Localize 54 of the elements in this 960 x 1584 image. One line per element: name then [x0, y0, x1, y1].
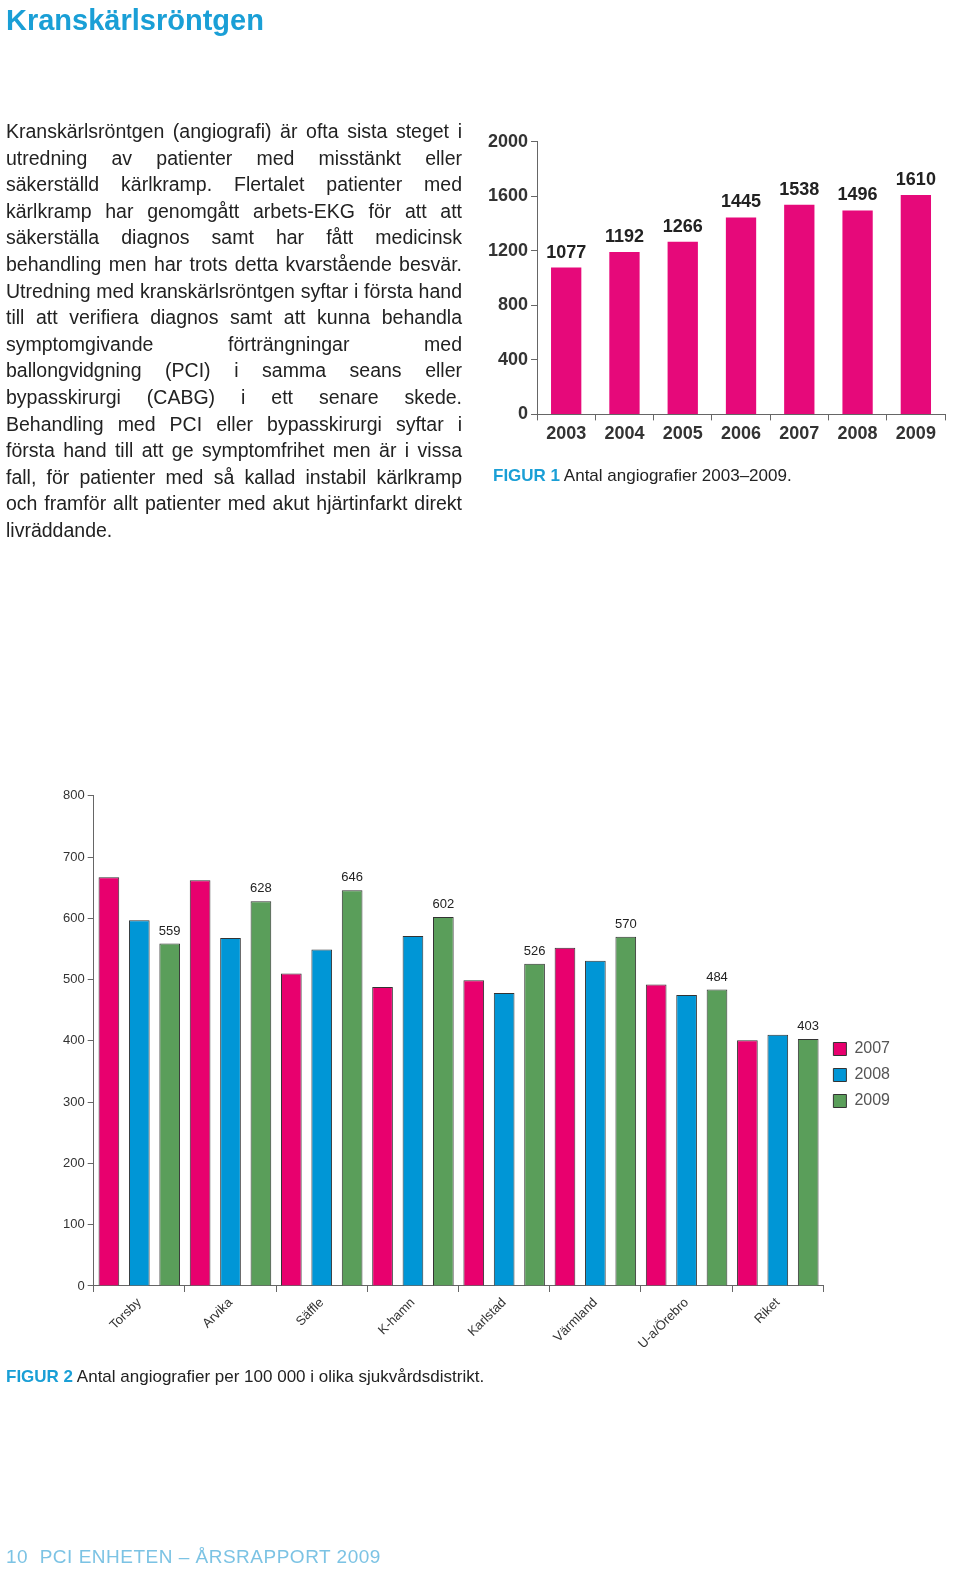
- data-label: 403: [797, 1018, 820, 1034]
- data-label: 1496: [837, 184, 878, 205]
- data-label: 628: [250, 880, 272, 896]
- text: Kranskärlsröntgen: [6, 4, 264, 37]
- y-tick-label: 800: [498, 294, 529, 315]
- data-label: 1538: [779, 178, 820, 199]
- text: FIGUR 1: [493, 466, 561, 485]
- y-tick-label: 400: [498, 348, 529, 369]
- data-label: 1192: [604, 225, 644, 246]
- x-tick-label: 2009: [895, 423, 936, 444]
- y-tick-label: 400: [62, 1032, 85, 1048]
- data-label: 484: [706, 968, 728, 984]
- bar: [551, 267, 582, 414]
- text: 10 PCI ENHETEN – ÅRSRAPPORT 2009: [6, 1546, 381, 1568]
- y-tick-label: 100: [62, 1216, 85, 1232]
- data-label: 570: [614, 915, 637, 931]
- bar: [900, 194, 932, 414]
- bar: [725, 217, 757, 414]
- y-tick-label: 2000: [488, 130, 529, 151]
- legend-label: 2008: [854, 1065, 891, 1083]
- bar: [842, 210, 873, 414]
- data-label: 1077: [546, 241, 587, 262]
- data-label: 559: [158, 922, 181, 938]
- y-tick-label: 500: [62, 971, 85, 987]
- y-tick-label: 700: [62, 848, 85, 864]
- x-tick-label: 2004: [604, 423, 645, 444]
- text: Antal angiografier 2003–2009.: [562, 466, 792, 485]
- text: Kranskärlsröntgen (angiografi) är ofta sista steget i utredning av patienter med misstänkt eller säkerställd kärlkramp. Flertalet patienter med kärlkramp har genomgått arbets-EKG för att att säkerställa diagnos samt har fått medicinsk behandling men har trots detta kvarstående besvär. Utredning med kranskärlsröntgen syftar i första hand till att verifiera diagnos samt att kunna behandla symptomgivande förträngningar med ballongvidgning (PCI) i samma seans eller bypasskirurgi (CABG) i ett senare skede. Behandling med PCI eller bypasskirurgi syftar i första hand till att ge symptomfrihet men är i vissa fall, för patienter med så kallad instabil kärlkramp och framför allt patienter med akut hjärtinfarkt direkt livräddande.: [6, 120, 462, 541]
- legend-label: 2007: [854, 1039, 891, 1057]
- text: Antal angiografier per 100 000 i olika sjukvårdsdistrikt.: [75, 1367, 485, 1386]
- data-label: 1445: [721, 191, 762, 212]
- y-tick-label: 300: [62, 1093, 85, 1109]
- x-tick-label: 2008: [837, 423, 878, 444]
- x-tick-label: 2003: [546, 423, 587, 444]
- x-tick-label: 2007: [779, 423, 820, 444]
- y-tick-label: 0: [518, 403, 529, 424]
- y-tick-label: 600: [62, 909, 85, 925]
- data-label: 602: [432, 896, 455, 912]
- data-label: 1610: [895, 168, 936, 189]
- bar: [784, 204, 815, 414]
- data-label: 1266: [662, 215, 703, 236]
- y-tick-label: 1200: [488, 239, 529, 260]
- y-tick-label: 1600: [488, 185, 529, 206]
- y-tick-label: 800: [62, 787, 85, 803]
- text: FIGUR 2: [6, 1367, 74, 1386]
- bar: [667, 241, 698, 414]
- bar: [609, 251, 640, 414]
- legend-label: 2009: [854, 1091, 891, 1109]
- data-label: 526: [523, 942, 546, 958]
- x-tick-label: 2005: [662, 423, 703, 444]
- x-tick-label: 2006: [721, 423, 762, 444]
- y-tick-label: 200: [62, 1155, 85, 1171]
- y-tick-label: 0: [77, 1277, 85, 1293]
- data-label: 646: [341, 869, 363, 885]
